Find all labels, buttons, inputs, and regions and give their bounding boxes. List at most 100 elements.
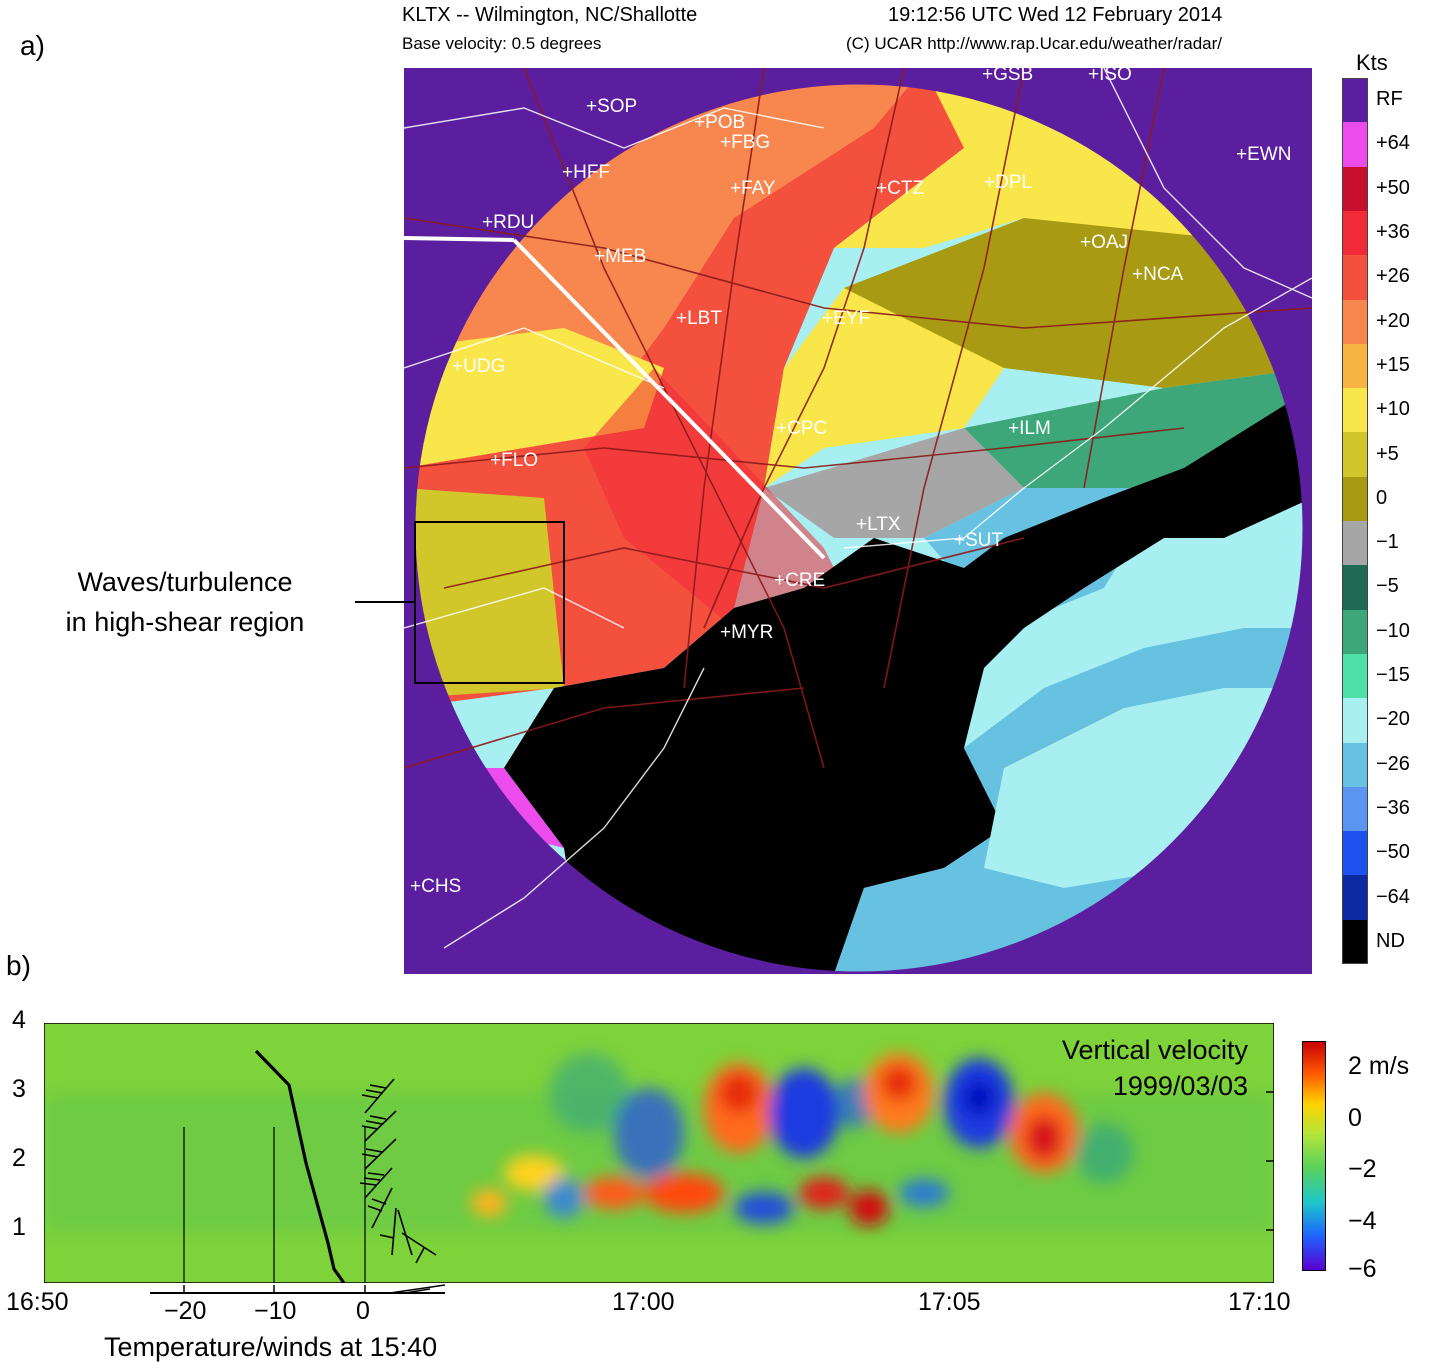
legend-swatch	[1342, 742, 1368, 788]
legend-swatch	[1342, 210, 1368, 256]
annotation-leader-line	[355, 601, 414, 603]
y-tick-3: 3	[12, 1075, 26, 1103]
svg-text:+CTZ: +CTZ	[876, 178, 924, 199]
svg-text:+SUT: +SUT	[954, 530, 1003, 551]
svg-text:+DPL: +DPL	[984, 172, 1032, 193]
svg-text:+EWN: +EWN	[1236, 144, 1291, 165]
y-tick-4: 4	[12, 1006, 26, 1034]
legend-swatch	[1342, 78, 1368, 123]
svg-text:+LTX: +LTX	[856, 514, 901, 535]
legend-label: +15	[1376, 353, 1410, 376]
svg-text:+CRE: +CRE	[774, 570, 825, 591]
legend-swatch	[1342, 343, 1368, 389]
legend-label: ND	[1376, 929, 1405, 952]
legend-swatch	[1342, 698, 1368, 743]
colorbar-label-minus4: −4	[1348, 1207, 1377, 1235]
legend-swatch	[1342, 122, 1368, 168]
legend-label: +26	[1376, 265, 1410, 288]
svg-text:+ISO: +ISO	[1088, 68, 1132, 85]
legend-swatch	[1342, 299, 1368, 345]
legend-label: +20	[1376, 309, 1410, 332]
svg-text:+MYR: +MYR	[720, 622, 773, 643]
x-tick-1705: 17:05	[918, 1288, 981, 1316]
wave-blobs	[471, 1053, 1134, 1226]
legend-swatch	[1342, 476, 1368, 522]
svg-text:+CPC: +CPC	[776, 418, 827, 439]
velocity-colorbar	[1302, 1041, 1326, 1271]
annotation-line-1: Waves/turbulence	[77, 567, 293, 597]
temperature-profile	[254, 1049, 346, 1283]
svg-text:+POB: +POB	[694, 112, 745, 133]
legend-label: +50	[1376, 176, 1410, 199]
legend-label: −26	[1376, 752, 1410, 775]
legend-label: −5	[1376, 575, 1399, 598]
legend-swatch	[1342, 255, 1368, 300]
legend-label: −10	[1376, 619, 1410, 642]
legend-swatch	[1342, 432, 1368, 478]
road-network	[404, 68, 1312, 769]
legend-swatch	[1342, 609, 1368, 655]
vertical-velocity-plot	[44, 1023, 1274, 1283]
svg-text:+EYF: +EYF	[822, 308, 870, 329]
station-labels: +GSB +ISO +SOP +POB +FBG +EWN +HFF +FAY …	[410, 68, 1291, 897]
svg-text:+GSB: +GSB	[982, 68, 1033, 85]
y-tick-1: 1	[12, 1213, 26, 1241]
legend-swatch	[1342, 875, 1368, 921]
svg-text:+UDG: +UDG	[452, 356, 505, 377]
legend-label: +36	[1376, 221, 1410, 244]
annotation-line-2: in high-shear region	[65, 607, 305, 637]
legend-swatch	[1342, 166, 1368, 212]
state-county-boundaries	[404, 68, 1312, 949]
x-tick-1650: 16:50	[6, 1288, 69, 1316]
panel-b-label: b)	[6, 950, 31, 981]
legend-label: +5	[1376, 442, 1399, 465]
svg-text:+NCA: +NCA	[1132, 264, 1184, 285]
svg-text:+CHS: +CHS	[410, 876, 461, 897]
legend-swatch	[1342, 653, 1368, 699]
svg-text:+HFF: +HFF	[562, 162, 610, 183]
svg-text:+FBG: +FBG	[720, 132, 770, 153]
svg-text:+FLO: +FLO	[490, 450, 538, 471]
legend-label: +10	[1376, 398, 1410, 421]
svg-text:+LBT: +LBT	[676, 308, 722, 329]
temp-tick-minus10: −10	[254, 1297, 297, 1325]
legend-label: −20	[1376, 708, 1410, 731]
legend-label: +64	[1376, 132, 1410, 155]
legend-label: −50	[1376, 841, 1410, 864]
temperature-axis	[150, 1284, 446, 1294]
legend-label: −15	[1376, 664, 1410, 687]
temp-tick-minus20: −20	[164, 1297, 207, 1325]
high-shear-box	[414, 521, 565, 684]
radar-timestamp: 19:12:56 UTC Wed 12 February 2014	[888, 4, 1223, 26]
colorbar-label-2: 2 m/s	[1348, 1052, 1410, 1080]
legend-unit: Kts	[1356, 50, 1388, 75]
svg-text:+RDU: +RDU	[482, 212, 534, 233]
colorbar-label-minus6: −6	[1348, 1255, 1377, 1283]
legend-swatch	[1342, 565, 1368, 611]
vertical-velocity-title: Vertical velocity 1999/03/03	[960, 1032, 1248, 1104]
vv-title-line-1: Vertical velocity	[1061, 1035, 1248, 1065]
legend-swatch	[1342, 388, 1368, 433]
svg-text:+FAY: +FAY	[730, 178, 776, 199]
velocity-legend: RF +64 +50 +36 +26 +20 +15 +10 +5 0 −1 −5 −10 −15 −20−…	[1342, 78, 1430, 965]
svg-text:+ILM: +ILM	[1008, 418, 1051, 439]
temperature-reference-lines	[183, 1127, 366, 1283]
svg-text:+OAJ: +OAJ	[1080, 232, 1128, 253]
legend-frame	[1342, 78, 1368, 964]
radar-product: Base velocity: 0.5 degrees	[402, 34, 602, 53]
legend-label: 0	[1376, 486, 1388, 509]
x-tick-1710: 17:10	[1228, 1288, 1291, 1316]
legend-swatch	[1342, 919, 1368, 965]
y-tick-2: 2	[12, 1144, 26, 1172]
velocity-field	[414, 83, 1304, 973]
legend-swatch	[1342, 786, 1368, 832]
legend-label: −1	[1376, 531, 1399, 554]
station-title: KLTX -- Wilmington, NC/Shallotte	[402, 4, 698, 26]
radar-credit: (C) UCAR http://www.rap.Ucar.edu/weather…	[846, 34, 1223, 53]
radar-velocity-map: +GSB +ISO +SOP +POB +FBG +EWN +HFF +FAY …	[404, 68, 1312, 974]
colorbar-label-minus2: −2	[1348, 1155, 1377, 1183]
panel-a-label: a)	[20, 30, 45, 61]
legend-swatch	[1342, 521, 1368, 566]
legend-swatch	[1342, 831, 1368, 876]
legend-label: RF	[1376, 88, 1403, 111]
